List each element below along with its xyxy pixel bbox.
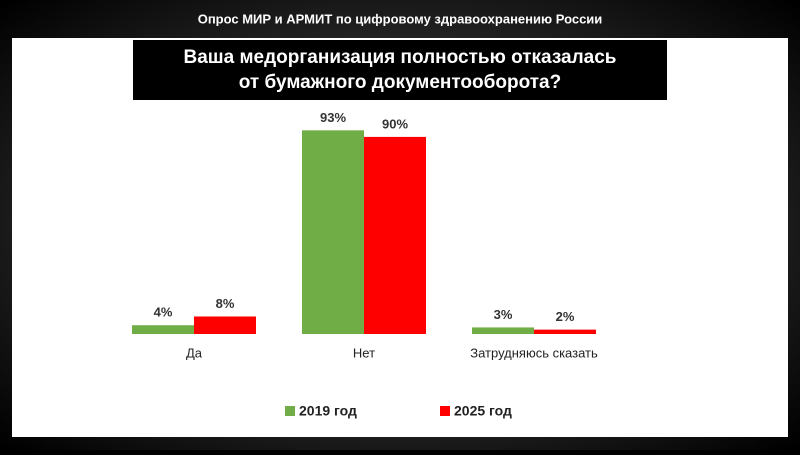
bar (534, 329, 596, 334)
data-label: 90% (382, 116, 408, 131)
bar (132, 325, 194, 334)
supertitle: Опрос МИР и АРМИТ по цифровому здравоохр… (198, 11, 603, 26)
bar (364, 136, 426, 334)
data-label: 8% (216, 296, 235, 311)
bar (194, 316, 256, 334)
legend-swatch (440, 406, 450, 416)
x-tick-label: Затрудняюсь сказать (470, 345, 598, 360)
legend-label: 2025 год (454, 403, 512, 419)
bar (302, 130, 364, 334)
bar (472, 327, 534, 334)
title-box (133, 40, 667, 100)
chart-title: Ваша медорганизация полностью отказалась (184, 47, 617, 68)
legend-swatch (285, 406, 295, 416)
x-tick-label: Да (186, 345, 203, 360)
data-label: 93% (320, 110, 346, 125)
chart-title: от бумажного документооборота? (239, 72, 561, 93)
data-label: 4% (154, 305, 173, 320)
data-label: 3% (494, 307, 513, 322)
x-tick-label: Нет (353, 345, 375, 360)
data-label: 2% (556, 309, 575, 324)
legend-label: 2019 год (299, 403, 357, 419)
